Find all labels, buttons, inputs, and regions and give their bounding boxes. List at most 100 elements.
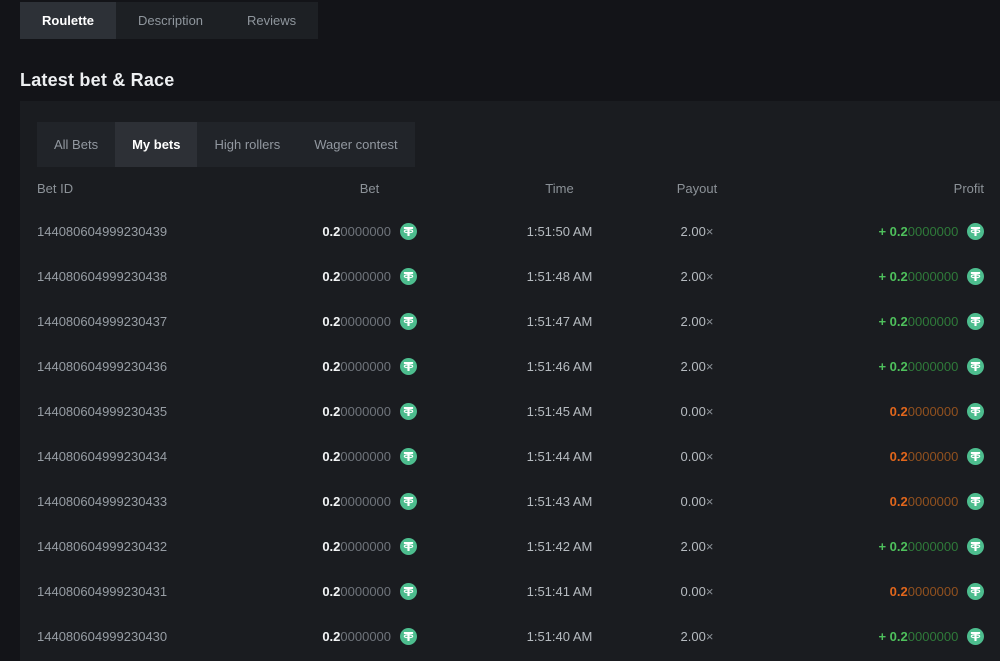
bet-profit: 0.20000000 — [757, 493, 984, 510]
profit-trailing-zeros: 0000000 — [907, 314, 959, 329]
profit-trailing-zeros: 0000000 — [907, 584, 959, 599]
bet-payout: 0.00× — [637, 449, 757, 464]
bet-row[interactable]: 144080604999230431 0.20000000 1:51:41 AM… — [37, 569, 984, 614]
bet-amount-trailing-zeros: 0000000 — [340, 494, 392, 509]
profit-trailing-zeros: 0000000 — [907, 224, 959, 239]
payout-value: 2.00 — [680, 539, 706, 554]
payout-value: 0.00 — [680, 404, 706, 419]
tether-coin-icon — [967, 313, 984, 330]
profit-trailing-zeros: 0000000 — [907, 359, 959, 374]
bet-amount: 0.20000000 — [257, 358, 482, 375]
header-time: Time — [545, 180, 574, 196]
profit-trailing-zeros: 0000000 — [907, 449, 959, 464]
bet-id: 144080604999230435 — [37, 404, 168, 419]
game-tabs: Roulette Description Reviews — [20, 2, 319, 39]
bet-amount-lead: 0.2 — [322, 224, 341, 239]
tab-reviews[interactable]: Reviews — [247, 13, 297, 28]
bet-id: 144080604999230432 — [37, 539, 168, 554]
bet-time: 1:51:41 AM — [526, 584, 593, 599]
payout-value: 0.00 — [680, 494, 706, 509]
bet-payout: 0.00× — [637, 494, 757, 509]
tether-coin-icon — [967, 358, 984, 375]
bet-row[interactable]: 144080604999230432 0.20000000 1:51:42 AM… — [37, 524, 984, 569]
bet-amount-lead: 0.2 — [322, 629, 341, 644]
bet-time: 1:51:42 AM — [526, 539, 593, 554]
bet-amount-lead: 0.2 — [322, 314, 341, 329]
profit-lead: + 0.2 — [878, 539, 908, 554]
profit-trailing-zeros: 0000000 — [907, 404, 959, 419]
bet-payout: 2.00× — [637, 629, 757, 644]
bet-amount-lead: 0.2 — [322, 404, 341, 419]
profit-lead: + 0.2 — [878, 224, 908, 239]
profit-lead: + 0.2 — [878, 269, 908, 284]
tether-coin-icon — [967, 223, 984, 240]
bet-row[interactable]: 144080604999230434 0.20000000 1:51:44 AM… — [37, 434, 984, 479]
bet-row[interactable]: 144080604999230437 0.20000000 1:51:47 AM… — [37, 299, 984, 344]
bet-amount-trailing-zeros: 0000000 — [340, 449, 392, 464]
payout-value: 2.00 — [680, 629, 706, 644]
payout-value: 2.00 — [680, 224, 706, 239]
bet-row[interactable]: 144080604999230430 0.20000000 1:51:40 AM… — [37, 614, 984, 659]
header-bet: Bet — [359, 180, 380, 196]
tether-coin-icon — [967, 268, 984, 285]
tether-coin-icon — [399, 268, 417, 285]
bet-row[interactable]: 144080604999230436 0.20000000 1:51:46 AM… — [37, 344, 984, 389]
bet-profit: + 0.20000000 — [757, 628, 984, 645]
filter-tab-wager-contest[interactable]: Wager contest — [314, 137, 398, 152]
profit-lead: 0.2 — [889, 494, 908, 509]
bet-amount-lead: 0.2 — [322, 539, 341, 554]
bet-profit: 0.20000000 — [757, 583, 984, 600]
tether-coin-icon — [399, 583, 417, 600]
bet-profit: + 0.20000000 — [757, 268, 984, 285]
bet-amount: 0.20000000 — [257, 448, 482, 465]
payout-multiplier-sign: × — [705, 224, 714, 239]
bet-profit: 0.20000000 — [757, 448, 984, 465]
bet-row[interactable]: 144080604999230439 0.20000000 1:51:50 AM… — [37, 209, 984, 254]
tab-description[interactable]: Description — [138, 13, 204, 28]
profit-trailing-zeros: 0000000 — [907, 269, 959, 284]
bet-amount-lead: 0.2 — [322, 449, 341, 464]
tether-coin-icon — [399, 493, 417, 510]
filter-tab-my-bets[interactable]: My bets — [115, 122, 198, 167]
bet-profit: + 0.20000000 — [757, 538, 984, 555]
profit-lead: + 0.2 — [878, 314, 908, 329]
bet-profit: 0.20000000 — [757, 403, 984, 420]
payout-value: 0.00 — [680, 584, 706, 599]
bet-row[interactable]: 144080604999230435 0.20000000 1:51:45 AM… — [37, 389, 984, 434]
bet-id: 144080604999230438 — [37, 269, 168, 284]
bet-amount: 0.20000000 — [257, 538, 482, 555]
bet-payout: 2.00× — [637, 359, 757, 374]
tab-roulette[interactable]: Roulette — [20, 2, 116, 39]
tether-coin-icon — [399, 313, 417, 330]
payout-multiplier-sign: × — [705, 404, 714, 419]
bet-id: 144080604999230433 — [37, 494, 168, 509]
profit-lead: 0.2 — [889, 584, 908, 599]
payout-multiplier-sign: × — [705, 269, 714, 284]
tether-coin-icon — [967, 538, 984, 555]
bet-id: 144080604999230430 — [37, 629, 168, 644]
bet-amount: 0.20000000 — [257, 223, 482, 240]
bet-time: 1:51:40 AM — [526, 629, 593, 644]
bet-id: 144080604999230439 — [37, 224, 168, 239]
bet-amount-trailing-zeros: 0000000 — [340, 269, 392, 284]
payout-multiplier-sign: × — [705, 449, 714, 464]
bet-payout: 2.00× — [637, 539, 757, 554]
bet-id: 144080604999230437 — [37, 314, 168, 329]
payout-multiplier-sign: × — [705, 629, 714, 644]
bet-id: 144080604999230434 — [37, 449, 168, 464]
profit-trailing-zeros: 0000000 — [907, 539, 959, 554]
bet-row[interactable]: 144080604999230438 0.20000000 1:51:48 AM… — [37, 254, 984, 299]
payout-value: 0.00 — [680, 449, 706, 464]
filter-tab-all-bets[interactable]: All Bets — [54, 137, 99, 152]
bet-amount-lead: 0.2 — [322, 494, 341, 509]
payout-multiplier-sign: × — [705, 584, 714, 599]
bets-table-header: Bet ID Bet Time Payout Profit — [37, 167, 984, 209]
header-profit: Profit — [953, 180, 984, 196]
filter-tab-high-rollers[interactable]: High rollers — [214, 137, 281, 152]
bet-payout: 2.00× — [637, 269, 757, 284]
tether-coin-icon — [399, 538, 417, 555]
bet-row[interactable]: 144080604999230433 0.20000000 1:51:43 AM… — [37, 479, 984, 524]
profit-lead: + 0.2 — [878, 359, 908, 374]
tether-coin-icon — [399, 628, 417, 645]
payout-multiplier-sign: × — [705, 539, 714, 554]
